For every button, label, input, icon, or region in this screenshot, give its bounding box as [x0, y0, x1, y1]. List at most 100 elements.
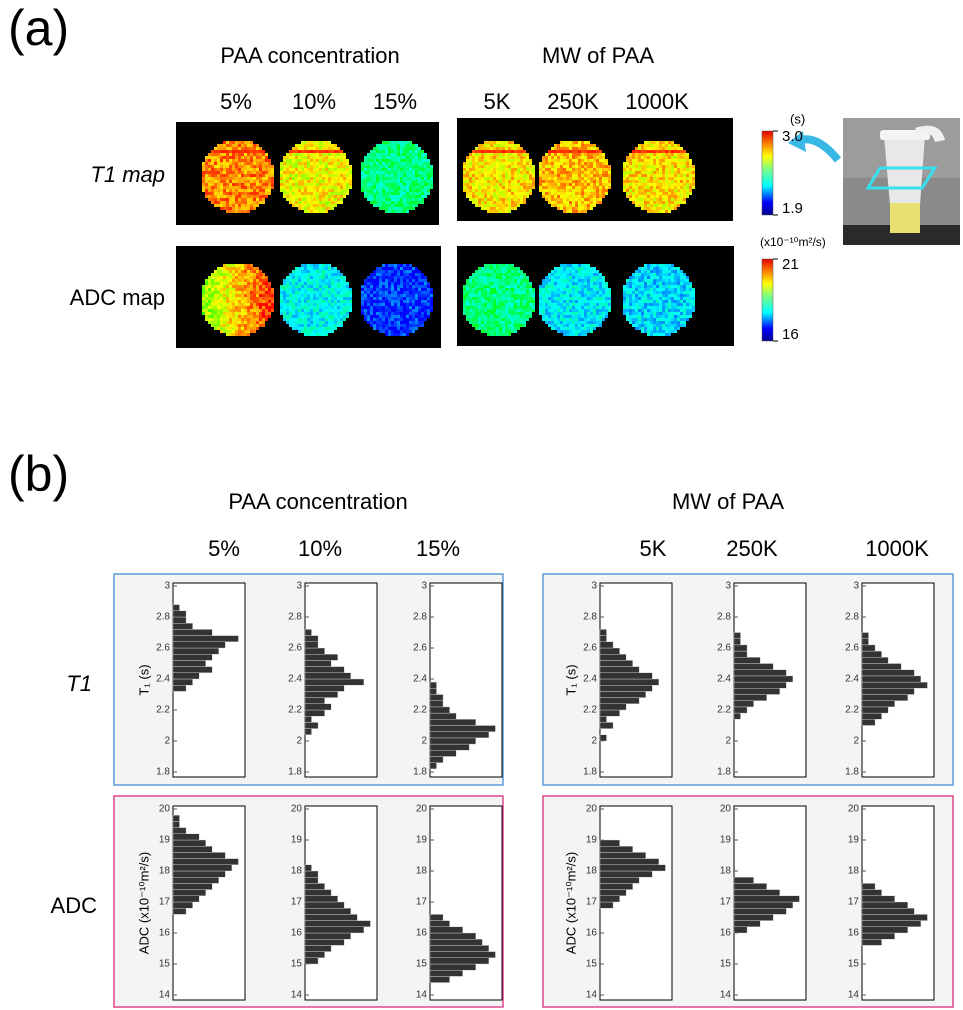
pixel [659, 210, 662, 213]
pixel [548, 285, 551, 288]
pixel [367, 162, 370, 165]
pixel [475, 300, 478, 303]
pixel [304, 207, 307, 210]
pixel [590, 285, 593, 288]
pixel [298, 306, 301, 309]
pixel [430, 171, 433, 174]
pixel [472, 303, 475, 306]
pixel [412, 174, 415, 177]
pixel [316, 168, 319, 171]
pixel [298, 207, 301, 210]
pixel [427, 300, 430, 303]
pixel [343, 192, 346, 195]
pixel [572, 282, 575, 285]
pixel [244, 321, 247, 324]
pixel [367, 192, 370, 195]
pixel [674, 198, 677, 201]
pixel [400, 204, 403, 207]
pixel [487, 180, 490, 183]
pixel [361, 183, 364, 186]
pixel [397, 267, 400, 270]
pixel [511, 150, 514, 153]
pixel [385, 300, 388, 303]
pixel [602, 294, 605, 297]
pixel [379, 180, 382, 183]
pixel [424, 285, 427, 288]
pixel [334, 318, 337, 321]
pixel [656, 165, 659, 168]
pixel [382, 276, 385, 279]
pixel [379, 315, 382, 318]
pixel [229, 183, 232, 186]
pixel [469, 300, 472, 303]
pixel [268, 177, 271, 180]
pixel [668, 207, 671, 210]
pixel [304, 195, 307, 198]
pixel [493, 210, 496, 213]
pixel [551, 195, 554, 198]
pixel [563, 204, 566, 207]
pixel [235, 180, 238, 183]
row-label: ADC map [70, 285, 165, 310]
pixel [409, 171, 412, 174]
pixel [256, 324, 259, 327]
pixel [397, 324, 400, 327]
pixel [298, 276, 301, 279]
pixel [247, 312, 250, 315]
pixel [626, 195, 629, 198]
pixel [235, 306, 238, 309]
pixel [514, 282, 517, 285]
pixel [671, 198, 674, 201]
pixel [217, 204, 220, 207]
pixel [523, 279, 526, 282]
pixel [496, 267, 499, 270]
pixel [493, 330, 496, 333]
pixel [545, 276, 548, 279]
pixel [361, 309, 364, 312]
pixel [566, 174, 569, 177]
pixel [406, 198, 409, 201]
pixel [484, 300, 487, 303]
pixel [382, 321, 385, 324]
pixel [493, 297, 496, 300]
pixel [554, 156, 557, 159]
pixel [526, 315, 529, 318]
pixel [313, 147, 316, 150]
pixel [406, 315, 409, 318]
pixel [511, 276, 514, 279]
pixel [394, 207, 397, 210]
pixel [517, 174, 520, 177]
pixel [361, 288, 364, 291]
pixel [400, 210, 403, 213]
pixel [379, 285, 382, 288]
pixel [310, 210, 313, 213]
pixel [581, 165, 584, 168]
pixel [478, 315, 481, 318]
pixel [250, 312, 253, 315]
pixel [343, 303, 346, 306]
pixel [496, 141, 499, 144]
pixel [557, 270, 560, 273]
pixel [301, 312, 304, 315]
pixel [638, 174, 641, 177]
pixel [590, 183, 593, 186]
pixel [517, 270, 520, 273]
pixel [563, 273, 566, 276]
pixel [469, 321, 472, 324]
pixel [575, 192, 578, 195]
pixel [493, 162, 496, 165]
pixel [542, 174, 545, 177]
pixel [677, 165, 680, 168]
pixel [505, 282, 508, 285]
pixel [313, 273, 316, 276]
pixel [665, 195, 668, 198]
pixel [340, 189, 343, 192]
pixel [229, 333, 232, 336]
pixel [262, 183, 265, 186]
pixel [259, 270, 262, 273]
pixel [472, 282, 475, 285]
pixel [566, 144, 569, 147]
pixel [385, 279, 388, 282]
pixel [262, 294, 265, 297]
pixel [508, 297, 511, 300]
